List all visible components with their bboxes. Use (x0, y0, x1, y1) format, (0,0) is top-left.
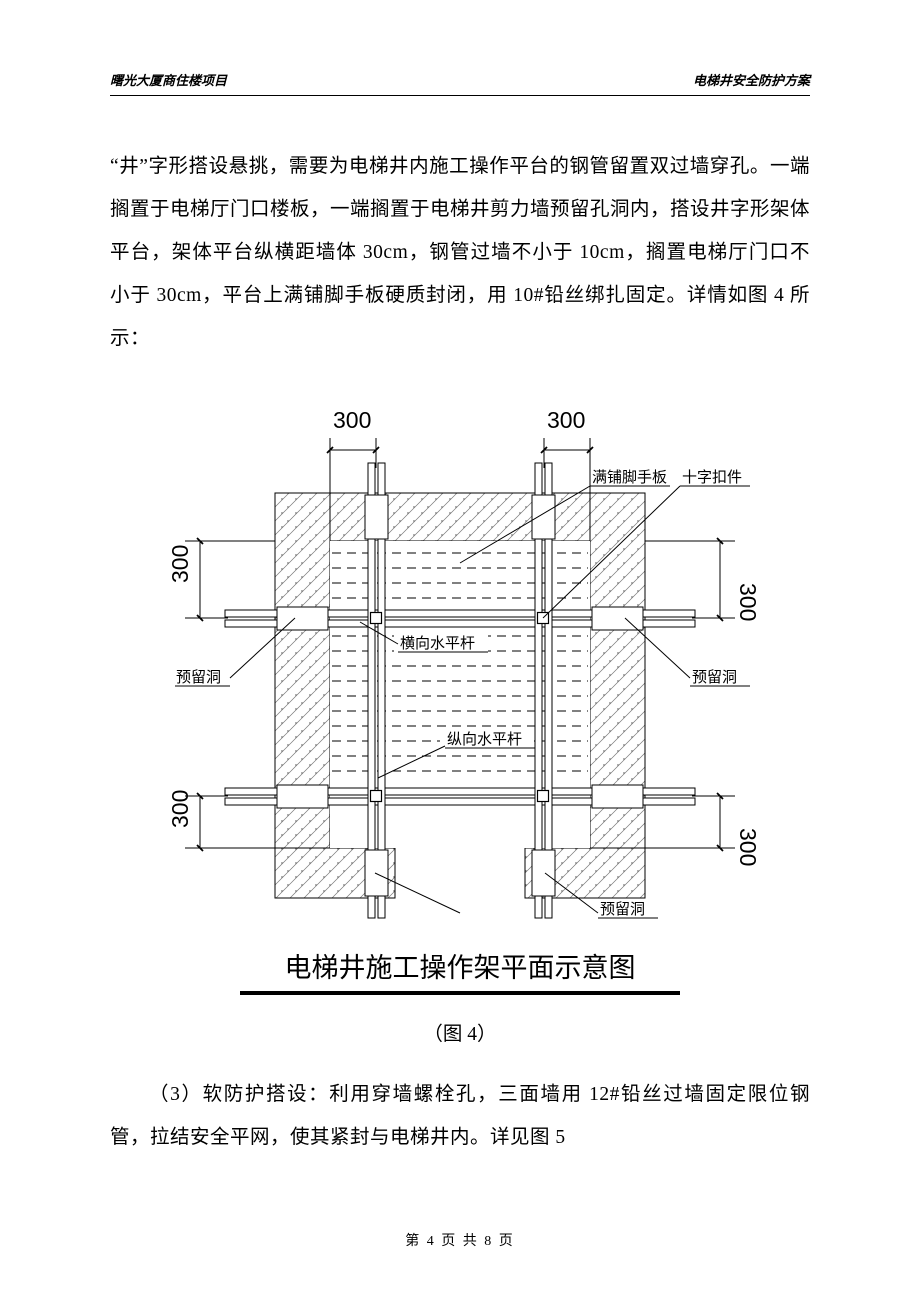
header-right: 电梯井安全防护方案 (693, 70, 810, 89)
dim-left-top: 300 (167, 545, 193, 583)
paragraph-1: “井”字形搭设悬挑，需要为电梯井内施工操作平台的钢管留置双过墙穿孔。一端搁置于电… (110, 146, 810, 360)
label-hole-left: 预留洞 (176, 669, 221, 686)
dim-left-bottom: 300 (167, 790, 193, 828)
page-header: 曙光大厦商住楼项目 电梯井安全防护方案 (110, 70, 810, 96)
label-hole-right: 预留洞 (692, 669, 737, 686)
label-horizontal-bar: 横向水平杆 (400, 635, 475, 652)
title-underline (240, 991, 680, 995)
label-vertical-bar: 纵向水平杆 (447, 731, 522, 748)
body-text-1: “井”字形搭设悬挑，需要为电梯井内施工操作平台的钢管留置双过墙穿孔。一端搁置于电… (110, 146, 810, 360)
dim-right-top: 300 (735, 583, 761, 621)
header-left: 曙光大厦商住楼项目 (110, 70, 227, 89)
label-hole-bottom: 预留洞 (600, 901, 645, 918)
diagram-container: 300 300 300 300 300 300 满铺脚手板 十字扣件 横向水平杆… (110, 378, 810, 1046)
dim-top-right: 300 (547, 407, 585, 433)
paragraph-2: （3）软防护搭设：利用穿墙螺栓孔，三面墙用 12#铅丝过墙固定限位钢管，拉结安全… (110, 1074, 810, 1160)
elevator-shaft-diagram: 300 300 300 300 300 300 满铺脚手板 十字扣件 横向水平杆… (110, 378, 810, 938)
body-text-2: （3）软防护搭设：利用穿墙螺栓孔，三面墙用 12#铅丝过墙固定限位钢管，拉结安全… (110, 1074, 810, 1160)
dim-right-bottom: 300 (735, 828, 761, 866)
dim-top-left: 300 (333, 407, 371, 433)
label-cross-clip: 十字扣件 (682, 469, 742, 486)
page-footer: 第 4 页 共 8 页 (0, 1230, 920, 1250)
label-plank: 满铺脚手板 (592, 468, 667, 486)
figure-caption: （图 4） (110, 1017, 810, 1046)
diagram-title: 电梯井施工操作架平面示意图 (110, 946, 810, 991)
